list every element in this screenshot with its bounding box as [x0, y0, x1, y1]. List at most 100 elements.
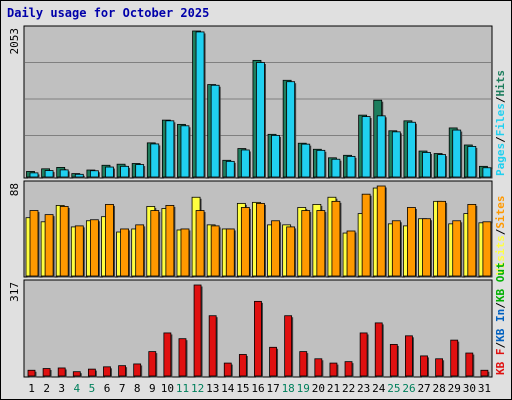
bar-files: [376, 115, 386, 178]
bar-files: [346, 155, 356, 178]
legend-kbin: KB In: [494, 309, 507, 342]
bar-files: [422, 152, 431, 178]
bar-files: [120, 165, 129, 178]
bar-sites: [391, 220, 401, 277]
x-tick-label: 17: [266, 382, 279, 395]
legend-sites: Sites: [494, 196, 507, 229]
legend-top: Pages/Files/Hits: [494, 70, 507, 176]
x-tick-label: 2: [43, 382, 50, 395]
bar-sites: [135, 224, 145, 277]
ymax-label-top: 2053: [8, 28, 21, 55]
bar-kbf: [465, 352, 474, 377]
x-tick-label: 21: [327, 382, 340, 395]
x-tick-label: 13: [206, 382, 219, 395]
bar-sites: [437, 200, 447, 277]
bar-files: [240, 149, 250, 178]
x-tick-label: 19: [297, 382, 310, 395]
x-tick-label: 14: [221, 382, 235, 395]
legend-kbout: KB Out: [494, 262, 507, 302]
x-tick-label: 23: [357, 382, 370, 395]
bar-files: [105, 166, 114, 178]
bar-files: [29, 172, 39, 178]
bar-kbf: [87, 368, 96, 377]
bar-files: [195, 31, 205, 178]
bar-files: [391, 131, 401, 178]
bar-kbf: [374, 322, 383, 377]
bar-sites: [105, 204, 114, 277]
bar-sites: [59, 206, 69, 277]
legend-sep: /: [494, 136, 507, 143]
bar-files: [452, 129, 462, 178]
bar-kbf: [223, 362, 232, 377]
bar-kbf: [163, 332, 172, 377]
x-tick-label: 5: [89, 382, 96, 395]
x-tick-label: 8: [134, 382, 141, 395]
bar-files: [89, 170, 99, 178]
bar-sites: [361, 193, 371, 277]
bar-files: [467, 146, 477, 178]
bar-files: [271, 134, 280, 178]
legend-hits: Hits: [494, 70, 507, 97]
x-tick-label: 20: [312, 382, 325, 395]
legend-files: Files: [494, 103, 507, 136]
bar-sites: [44, 214, 54, 277]
legend-visits: Visits: [494, 235, 507, 275]
x-tick-label: 1: [28, 382, 35, 395]
bar-sites: [29, 210, 39, 277]
x-tick-label: 25: [387, 382, 400, 395]
x-tick-label: 11: [176, 382, 189, 395]
bar-sites: [452, 220, 462, 277]
bar-files: [482, 167, 492, 178]
x-tick-label: 18: [282, 382, 295, 395]
bar-files: [407, 121, 416, 178]
bar-sites: [316, 210, 326, 277]
x-tick-label: 27: [417, 382, 430, 395]
legend-pages: Pages: [494, 143, 507, 176]
x-tick-label: 3: [58, 382, 65, 395]
bar-sites: [74, 225, 84, 277]
bar-files: [59, 169, 69, 178]
bar-files: [331, 158, 341, 178]
bar-kbf: [57, 367, 66, 377]
bar-sites: [256, 202, 265, 277]
bar-kbf: [208, 315, 217, 377]
bar-kbf: [284, 315, 293, 377]
bar-sites: [422, 218, 431, 277]
bar-files: [165, 120, 175, 178]
x-tick-label: 28: [433, 382, 446, 395]
bar-kbf: [420, 355, 428, 377]
bar-kbf: [344, 361, 353, 377]
bar-kbf: [314, 358, 323, 377]
bar-sites: [286, 226, 296, 277]
bar-files: [210, 84, 220, 178]
bar-sites: [482, 221, 492, 277]
chart-title: Daily usage for October 2025: [7, 6, 210, 20]
bar-kbf: [178, 338, 187, 377]
bar-files: [437, 154, 447, 178]
bar-files: [150, 143, 160, 178]
bar-kbf: [103, 366, 111, 377]
bar-sites: [376, 185, 386, 277]
bar-kbf: [405, 335, 413, 377]
bar-files: [256, 62, 265, 178]
bar-files: [44, 170, 54, 178]
ymax-label-bottom: 317: [8, 282, 21, 302]
x-tick-label: 16: [251, 382, 264, 395]
x-tick-label: 24: [372, 382, 386, 395]
bar-kbf: [329, 362, 338, 377]
x-tick-label: 7: [119, 382, 126, 395]
bar-kbf: [480, 369, 489, 377]
bar-sites: [210, 225, 220, 277]
legend-middle: Visits/Sites: [494, 196, 507, 276]
bar-sites: [180, 228, 190, 277]
bar-sites: [89, 219, 99, 277]
bar-kbf: [254, 300, 262, 377]
bar-sites: [467, 204, 477, 277]
bar-kbf: [133, 363, 142, 377]
x-tick-label: 10: [161, 382, 174, 395]
bar-kbf: [299, 351, 308, 377]
bar-files: [361, 116, 371, 178]
bar-sites: [225, 228, 235, 277]
